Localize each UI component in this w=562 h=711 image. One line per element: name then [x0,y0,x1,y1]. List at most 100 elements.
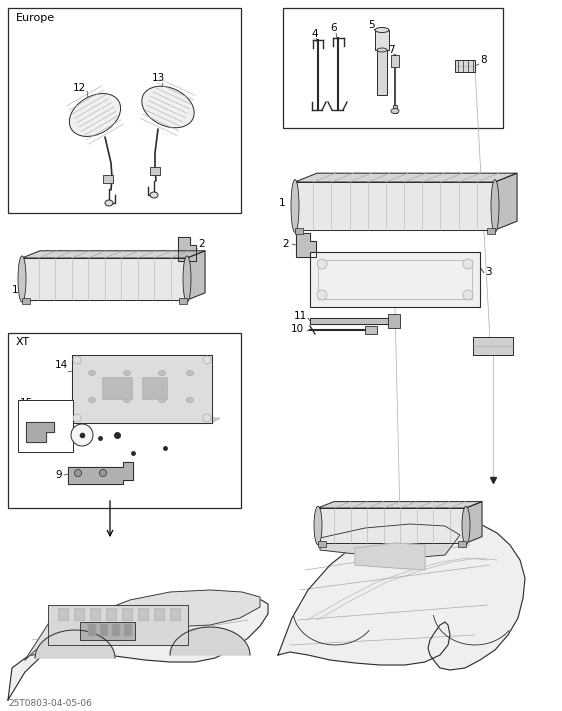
Ellipse shape [18,256,26,302]
Polygon shape [22,251,205,258]
Bar [48,605,188,645]
Text: 1: 1 [12,285,19,295]
Text: 15: 15 [20,398,33,408]
Bar [112,624,120,636]
Bar [310,252,480,307]
Text: 13: 13 [152,73,165,83]
Ellipse shape [183,256,191,302]
Bar [8,333,241,508]
Polygon shape [72,418,220,423]
Bar [318,260,472,299]
Text: 12: 12 [73,83,86,93]
Text: 8: 8 [480,55,487,65]
Ellipse shape [187,370,193,375]
Polygon shape [178,237,196,261]
Ellipse shape [158,397,165,402]
Ellipse shape [88,397,96,402]
Bar [18,400,73,452]
Text: 14: 14 [55,360,68,370]
Bar [393,105,397,113]
Ellipse shape [291,180,299,232]
Text: 2: 2 [198,239,205,249]
Polygon shape [26,422,54,442]
Bar [88,624,96,636]
Bar [458,541,466,547]
Bar [22,298,30,304]
Text: 6: 6 [330,23,337,33]
Bar [455,60,475,72]
Bar [375,30,389,50]
Bar [318,541,326,547]
Ellipse shape [158,370,165,375]
Polygon shape [295,173,517,182]
Text: 3: 3 [485,267,492,277]
Ellipse shape [377,48,387,52]
Ellipse shape [314,506,322,545]
Bar [90,608,100,620]
Text: 7: 7 [388,45,395,55]
Ellipse shape [99,469,107,476]
Polygon shape [295,182,495,230]
Ellipse shape [203,356,211,364]
Polygon shape [25,590,260,660]
Ellipse shape [124,397,130,402]
Bar [391,55,399,67]
Polygon shape [22,258,187,300]
Bar [80,622,135,640]
Polygon shape [310,318,392,324]
Ellipse shape [150,192,158,198]
Text: 1: 1 [279,198,285,208]
Text: 11: 11 [294,311,307,321]
Bar [122,608,132,620]
Text: XT: XT [16,337,30,347]
Text: 4: 4 [311,29,318,39]
Bar [8,8,241,213]
Bar [487,228,495,234]
Bar [100,624,108,636]
Bar [74,608,84,620]
Ellipse shape [71,424,93,446]
Ellipse shape [317,259,327,269]
Polygon shape [318,508,466,543]
Text: 9: 9 [55,470,62,480]
Ellipse shape [491,180,499,232]
Polygon shape [68,462,133,484]
Ellipse shape [73,356,81,364]
Polygon shape [278,518,525,670]
Ellipse shape [391,109,399,114]
Polygon shape [8,596,268,700]
Bar [142,377,167,399]
Bar [103,175,113,183]
Ellipse shape [105,200,113,206]
Polygon shape [495,173,517,230]
Bar [138,608,148,620]
Ellipse shape [142,86,194,128]
Bar [388,314,400,328]
Ellipse shape [375,28,389,33]
Bar [124,624,132,636]
Text: Europe: Europe [16,13,55,23]
Bar [365,326,377,334]
Ellipse shape [317,290,327,300]
Ellipse shape [88,370,96,375]
Text: 25T0803-04-05-06: 25T0803-04-05-06 [8,698,92,707]
Ellipse shape [203,414,211,422]
Bar [377,50,387,95]
Bar [473,337,513,355]
Bar [102,377,132,399]
Polygon shape [72,355,212,423]
Ellipse shape [463,259,473,269]
Bar [179,298,187,304]
Text: 10: 10 [291,324,304,334]
Polygon shape [355,543,425,570]
Text: 5: 5 [368,20,375,30]
Polygon shape [296,233,316,257]
Polygon shape [187,251,205,300]
Polygon shape [318,501,482,508]
Ellipse shape [75,469,81,476]
Text: 2: 2 [282,239,289,249]
Bar [295,228,303,234]
Bar [170,608,180,620]
Bar [150,167,160,175]
Bar [154,608,164,620]
